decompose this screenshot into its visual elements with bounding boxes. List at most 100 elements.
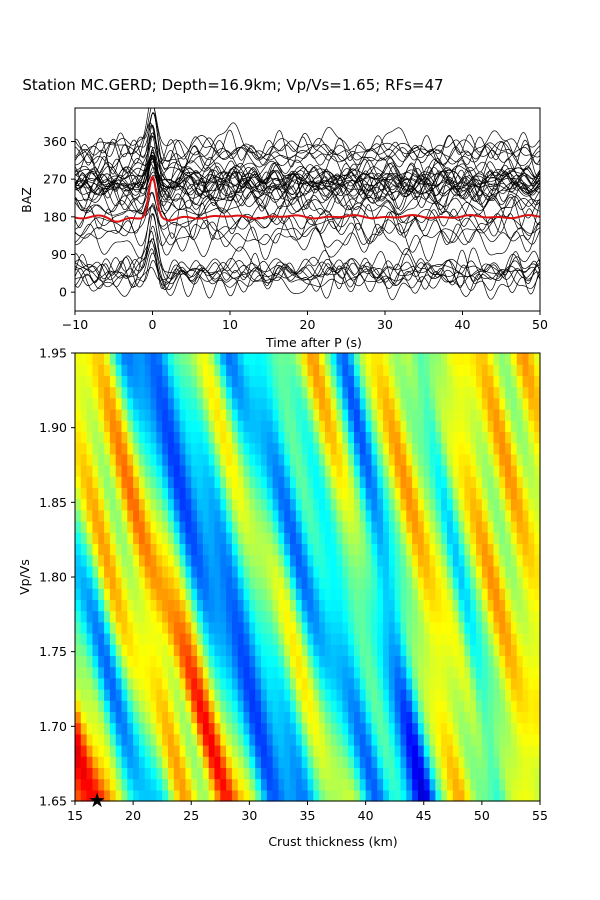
heatmap-cell: [423, 666, 431, 679]
heatmap-cell: [493, 689, 500, 701]
heatmap-cell: [330, 722, 338, 735]
heatmap-cell: [388, 509, 396, 522]
heatmap-cell: [243, 521, 250, 533]
heatmap-cell: [121, 532, 128, 544]
heatmap-cell: [319, 453, 326, 466]
heatmap-cell: [510, 409, 518, 421]
heatmap-cell: [371, 543, 378, 556]
heatmap-cell: [86, 666, 94, 679]
heatmap-cell: [435, 498, 442, 511]
heatmap-cell: [388, 610, 396, 623]
heatmap-cell: [435, 610, 442, 623]
heatmap-cell: [168, 420, 175, 432]
heatmap-cell: [179, 711, 187, 724]
heatmap-cell: [458, 442, 466, 455]
heatmap-cell: [266, 386, 274, 399]
heatmap-cell: [487, 487, 495, 500]
heatmap-cell: [138, 498, 146, 511]
heatmap-cell: [365, 689, 373, 701]
heatmap-cell: [394, 745, 402, 757]
heatmap-cell: [138, 599, 146, 612]
heatmap-cell: [266, 733, 274, 746]
heatmap-cell: [499, 621, 506, 634]
heatmap-cell: [371, 644, 378, 656]
heatmap-cell: [75, 756, 82, 768]
heatmap-cell: [417, 599, 425, 612]
heatmap-cell: [481, 386, 489, 399]
heatmap-cell: [133, 442, 140, 455]
heatmap-cell: [121, 778, 128, 791]
heatmap-cell: [185, 521, 192, 533]
heatmap-cell: [493, 476, 500, 488]
heatmap-cell: [191, 745, 198, 757]
heatmap-cell: [272, 521, 280, 533]
heatmap-cell: [231, 733, 239, 746]
heatmap-cell: [220, 375, 227, 388]
heatmap-cell: [441, 498, 448, 511]
heatmap-cell: [295, 644, 303, 656]
heatmap-cell: [144, 386, 152, 399]
heatmap-cell: [324, 565, 332, 578]
heatmap-cell: [115, 621, 123, 634]
heatmap-cell: [173, 386, 181, 399]
heatmap-cell: [98, 689, 105, 701]
heatmap-cell: [75, 386, 82, 399]
heatmap-cell: [75, 353, 82, 365]
heatmap-cell: [104, 666, 111, 679]
heatmap-cell: [202, 778, 210, 791]
heatmap-cell: [144, 364, 152, 376]
heatmap-cell: [342, 565, 349, 578]
heatmap-cell: [127, 610, 134, 623]
heatmap-cell: [156, 722, 163, 735]
heatmap-cell: [493, 666, 500, 679]
heatmap-cell: [168, 565, 175, 578]
heatmap-cell: [98, 364, 105, 376]
heatmap-cell: [278, 621, 285, 634]
heatmap-cell: [290, 543, 297, 556]
heatmap-cell: [429, 655, 436, 668]
heatmap-cell: [255, 778, 262, 791]
heatmap-cell: [92, 700, 99, 712]
heatmap-cell: [470, 621, 477, 634]
heatmap-cell: [86, 599, 94, 612]
heatmap-cell: [243, 409, 250, 421]
heatmap-cell: [272, 465, 280, 477]
heatmap-cell: [255, 521, 262, 533]
heatmap-cell: [400, 644, 407, 656]
heatmap-cell: [516, 465, 524, 477]
heatmap-cell: [191, 521, 198, 533]
heatmap-cell: [412, 789, 419, 802]
heatmap-cell: [522, 420, 529, 432]
heatmap-cell: [324, 644, 332, 656]
heatmap-cell: [208, 621, 216, 634]
heatmap-cell: [243, 700, 250, 712]
heatmap-cell: [400, 409, 407, 421]
heatmap-cell: [104, 554, 111, 567]
heatmap-cell: [499, 700, 506, 712]
heatmap-cell: [400, 431, 407, 444]
heatmap-cell: [255, 789, 262, 802]
rf-trace: [75, 108, 540, 164]
heatmap-cell: [220, 498, 227, 511]
heatmap-cell: [493, 409, 500, 421]
heatmap-cell: [127, 767, 134, 780]
heatmap-cell: [516, 677, 524, 690]
heatmap-cell: [359, 386, 367, 399]
heatmap-cell: [464, 532, 471, 544]
heatmap-cell: [464, 621, 471, 634]
heatmap-cell: [197, 733, 204, 746]
heatmap-cell: [243, 375, 250, 388]
heatmap-cell: [354, 756, 361, 768]
heatmap-cell: [400, 677, 407, 690]
heatmap-cell: [493, 420, 500, 432]
heatmap-cell: [400, 554, 407, 567]
heatmap-cell: [319, 655, 326, 668]
heatmap-cell: [505, 465, 512, 477]
heatmap-cell: [516, 453, 524, 466]
heatmap-cell: [365, 588, 373, 600]
heatmap-cell: [417, 476, 425, 488]
heatmap-cell: [348, 364, 355, 376]
heatmap-cell: [109, 532, 117, 544]
heatmap-cell: [138, 487, 146, 500]
heatmap-cell: [447, 588, 454, 600]
